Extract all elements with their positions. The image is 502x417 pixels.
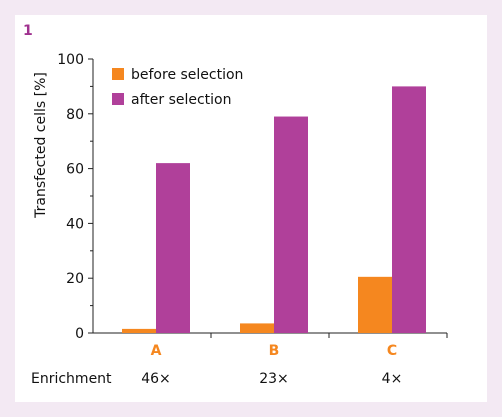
bar-before-c	[358, 276, 392, 333]
y-tick-label: 60	[66, 162, 84, 178]
legend-label: after selection	[131, 92, 232, 108]
figure-panel: 1 Transfected cells [%] 0 20 40 60 80 100 A B C…	[15, 15, 487, 402]
category-label-b: B	[269, 343, 280, 359]
x-ticks: A B C	[151, 333, 448, 359]
legend-label: before selection	[131, 67, 243, 83]
enrichment-values: 46× 23× 4×	[141, 371, 402, 387]
legend-swatch	[112, 68, 124, 80]
enrichment-value: 23×	[259, 371, 289, 387]
enrichment-value: 46×	[141, 371, 171, 387]
y-tick-label: 80	[66, 107, 84, 123]
category-label-a: A	[151, 343, 162, 359]
y-tick-label: 40	[66, 216, 84, 232]
y-axis-label: Transfected cells [%]	[33, 72, 49, 219]
bar-chart: 1 Transfected cells [%] 0 20 40 60 80 100 A B C…	[23, 23, 448, 387]
y-tick-label: 0	[75, 326, 84, 342]
legend: before selection after selection	[112, 67, 243, 108]
y-ticks: 0 20 40 60 80 100	[57, 52, 93, 342]
bar-after-b	[274, 116, 308, 333]
y-tick-label: 100	[57, 52, 84, 68]
bar-before-b	[240, 323, 274, 333]
y-tick-label: 20	[66, 271, 84, 287]
bar-after-a	[156, 163, 190, 333]
bars	[122, 86, 426, 334]
bar-after-c	[392, 86, 426, 334]
panel-number: 1	[23, 23, 33, 39]
legend-swatch	[112, 93, 124, 105]
enrichment-value: 4×	[382, 371, 403, 387]
enrichment-label: Enrichment	[31, 371, 112, 387]
category-label-c: C	[387, 343, 397, 359]
bar-before-a	[122, 328, 156, 333]
